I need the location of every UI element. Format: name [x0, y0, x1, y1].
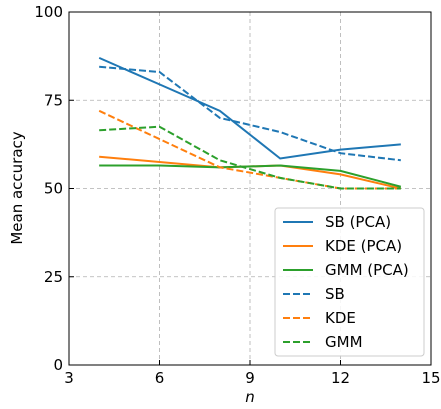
x-tick-label: 9 [245, 369, 255, 387]
plot-frame [68, 11, 432, 366]
legend-label: GMM (PCA) [325, 261, 409, 279]
series-line [99, 125, 401, 190]
y-axis-label: Mean accuracy [8, 131, 26, 244]
legend-label: KDE [325, 309, 356, 327]
x-tick-label: 12 [331, 369, 350, 387]
x-tick-label: 6 [155, 369, 165, 387]
y-tick-label: 100 [34, 3, 63, 21]
x-tick-label: 15 [421, 369, 440, 387]
legend-label: KDE (PCA) [325, 237, 402, 255]
y-tick-label: 50 [44, 180, 63, 198]
x-tick-label: 3 [64, 369, 74, 387]
series-line [99, 164, 402, 188]
legend-label: GMM [325, 333, 363, 351]
x-axis-label: n [245, 388, 255, 406]
legend-label: SB [325, 285, 345, 303]
series-line [98, 56, 401, 160]
y-tick-label: 25 [44, 268, 63, 286]
y-tick-label: 0 [53, 356, 63, 374]
y-tick-label: 75 [44, 91, 63, 109]
legend-label: SB (PCA) [325, 213, 391, 231]
series-line [99, 65, 401, 162]
